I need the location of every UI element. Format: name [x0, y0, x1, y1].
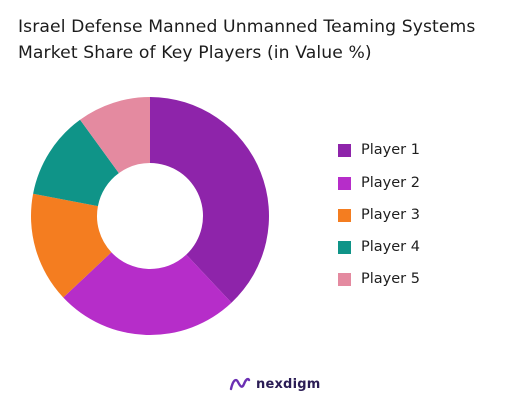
- donut-slice-player-5: [80, 97, 150, 174]
- legend-swatch: [338, 240, 351, 254]
- chart-title-line-1: Israel Defense Manned Unmanned Teaming S…: [18, 17, 476, 37]
- legend-swatch: [338, 143, 351, 157]
- legend-swatch: [338, 272, 351, 286]
- legend-item-player-2: Player 2: [338, 173, 420, 193]
- nexdigm-logo-icon: [229, 376, 251, 392]
- chart-title: Israel Defense Manned Unmanned Teaming S…: [18, 14, 513, 66]
- brand-logo: nexdigm: [229, 376, 320, 392]
- legend-item-player-4: Player 4: [338, 237, 420, 257]
- legend-label: Player 3: [361, 207, 420, 223]
- legend-label: Player 5: [361, 271, 420, 287]
- legend-label: Player 4: [361, 239, 420, 255]
- legend-label: Player 2: [361, 175, 420, 191]
- donut-slice-player-4: [33, 119, 119, 207]
- legend-item-player-1: Player 1: [338, 140, 420, 160]
- legend-swatch: [338, 176, 351, 190]
- brand-name: nexdigm: [256, 376, 321, 392]
- legend-item-player-5: Player 5: [338, 269, 420, 289]
- legend-label: Player 1: [361, 142, 420, 158]
- donut-slice-player-3: [30, 193, 112, 298]
- legend-item-player-3: Player 3: [338, 205, 420, 225]
- donut-slice-player-1: [150, 97, 269, 303]
- legend-swatch: [338, 208, 351, 222]
- donut-slice-player-2: [63, 252, 232, 336]
- chart-title-line-2: Market Share of Key Players (in Value %): [18, 43, 372, 63]
